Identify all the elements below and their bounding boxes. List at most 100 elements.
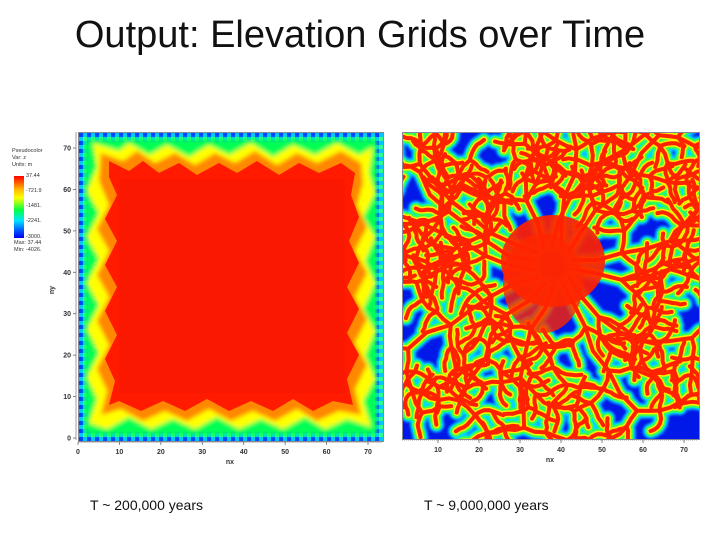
drainage-channel <box>625 311 647 341</box>
drainage-channel <box>665 180 677 205</box>
drainage-channel <box>675 133 684 140</box>
caption-late: T ~ 9,000,000 years <box>424 497 549 513</box>
right-x-axis-title: nx <box>546 457 554 464</box>
drainage-channel <box>672 340 687 373</box>
drainage-channel <box>453 413 477 434</box>
legend-min: Min: -4026. <box>14 247 42 253</box>
drainage-channel <box>594 209 617 235</box>
drainage-channel <box>503 166 511 196</box>
drainage-channel <box>403 161 422 170</box>
drainage-channel <box>403 229 412 260</box>
drainage-channel <box>628 337 642 370</box>
drainage-channel <box>540 341 575 350</box>
drainage-channel <box>690 177 699 211</box>
drainage-channel <box>586 175 596 205</box>
drainage-channel <box>411 255 437 270</box>
left-x-tick-label: 10 <box>116 449 124 456</box>
drainage-channel <box>602 336 626 356</box>
drainage-channel <box>670 371 683 404</box>
legend-max: Max: 37.44 <box>14 240 42 246</box>
drainage-channel <box>675 135 686 160</box>
drainage-channel <box>643 194 672 205</box>
drainage-channel <box>461 209 491 217</box>
left-y-tick-label: 10 <box>63 394 71 401</box>
drainage-channel <box>428 266 439 300</box>
drainage-channel <box>647 305 664 336</box>
drainage-channel <box>421 254 488 281</box>
right-x-tick-label: 30 <box>516 447 524 454</box>
drainage-channel <box>485 431 491 439</box>
drainage-channel <box>647 255 666 281</box>
drainage-channel <box>569 393 594 405</box>
drainage-channel <box>517 384 524 414</box>
right-elevation-panel: 10 20 30 40 50 60 70 nx <box>398 128 708 470</box>
drainage-channel <box>541 133 579 152</box>
drainage-channel <box>588 133 606 147</box>
drainage-channel <box>522 425 591 439</box>
drainage-channel <box>454 363 488 372</box>
drainage-channel <box>657 133 699 150</box>
legend-var: Var: z <box>12 155 26 161</box>
drainage-channel <box>595 333 605 358</box>
drainage-channel <box>665 158 695 166</box>
drainage-channel <box>687 364 699 395</box>
drainage-channel <box>446 250 454 285</box>
drainage-channel <box>526 405 558 423</box>
drainage-channel <box>464 316 492 331</box>
drainage-channel <box>412 218 442 226</box>
drainage-channel <box>648 408 664 434</box>
drainage-channel <box>483 356 531 410</box>
drainage-channel <box>647 164 675 179</box>
drainage-channel <box>442 345 454 373</box>
right-x-tick-label: 60 <box>639 447 647 454</box>
drainage-channel <box>448 284 460 313</box>
drainage-channel <box>647 174 655 200</box>
drainage-channel <box>553 133 560 143</box>
right-axes: 10 20 30 40 50 60 70 nx <box>402 439 698 464</box>
drainage-channel <box>456 262 467 296</box>
drainage-channel <box>684 167 699 182</box>
drainage-channel <box>624 424 631 439</box>
drainage-channel <box>473 408 506 418</box>
drainage-channel <box>597 172 622 180</box>
drainage-channel <box>587 432 615 439</box>
drainage-channel <box>630 185 645 213</box>
drainage-channel <box>684 247 699 253</box>
drainage-channel <box>455 327 465 356</box>
drainage-channel <box>667 267 699 281</box>
drainage-channel <box>404 369 437 384</box>
drainage-channel <box>551 389 582 409</box>
legend-units: Units: m <box>12 162 33 168</box>
drainage-channel <box>572 435 593 439</box>
elevation-map-late <box>402 132 700 440</box>
drainage-channel <box>581 381 606 391</box>
drainage-channel <box>665 197 687 227</box>
drainage-channel <box>410 375 439 395</box>
drainage-channel <box>510 169 537 194</box>
legend-title: Pseudocolor <box>12 148 43 154</box>
drainage-channel <box>628 365 657 379</box>
drainage-channel <box>693 287 699 297</box>
drainage-channel <box>463 302 492 311</box>
drainage-channel <box>404 346 425 415</box>
drainage-channel <box>517 341 548 359</box>
drainage-channel <box>471 195 484 226</box>
drainage-channel <box>497 380 509 408</box>
drainage-channel <box>619 256 687 282</box>
drainage-channel <box>448 388 479 407</box>
drainage-channel <box>657 299 687 307</box>
drainage-channel <box>482 175 494 236</box>
drainage-channel <box>692 144 699 169</box>
drainage-channel <box>403 279 419 285</box>
drainage-channel <box>651 289 665 313</box>
drainage-channel <box>437 218 458 248</box>
drainage-channel <box>424 379 453 393</box>
drainage-channel <box>612 188 625 216</box>
drainage-channel <box>420 265 429 299</box>
drainage-channel <box>547 154 557 183</box>
drainage-channel <box>621 133 638 157</box>
drainage-channel <box>682 202 699 210</box>
legend-tick-5: -3000. <box>26 234 42 240</box>
drainage-channel <box>617 303 644 328</box>
drainage-channel <box>658 259 681 281</box>
